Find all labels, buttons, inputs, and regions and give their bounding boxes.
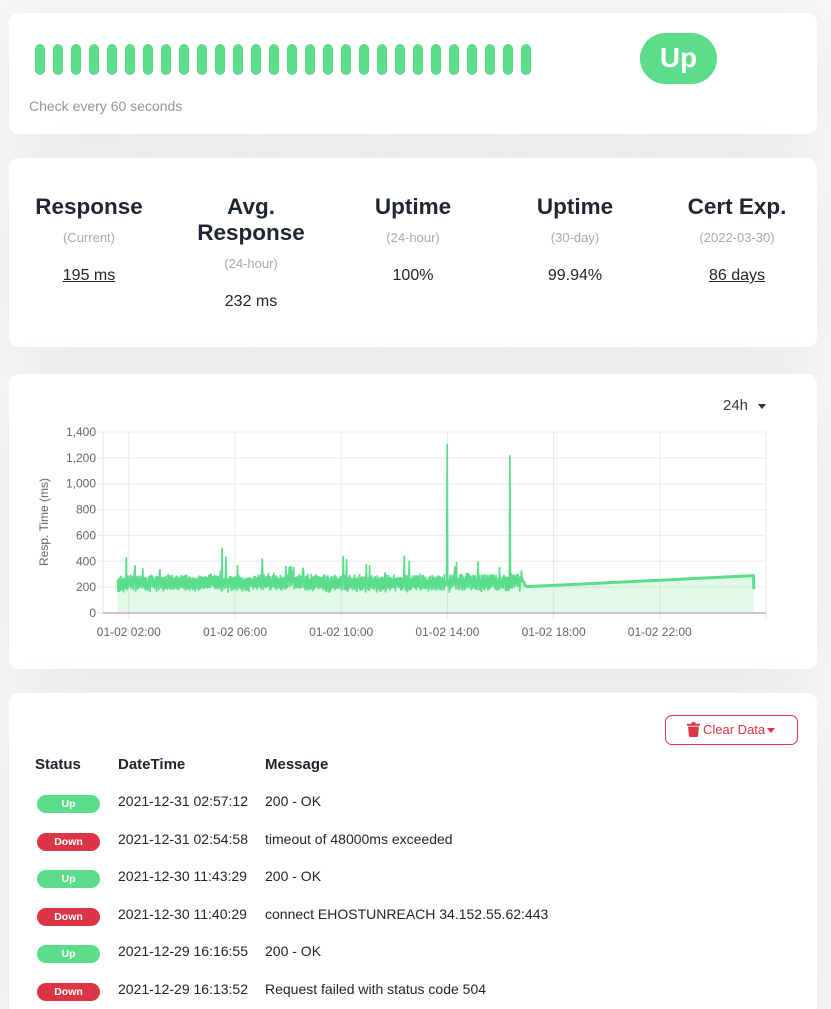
svg-text:1,000: 1,000 [66,477,96,491]
svg-text:01-02 14:00: 01-02 14:00 [415,625,479,639]
svg-text:01-02 18:00: 01-02 18:00 [522,625,586,639]
svg-text:01-02 06:00: 01-02 06:00 [203,625,267,639]
svg-text:200: 200 [76,580,96,594]
svg-text:01-02 22:00: 01-02 22:00 [628,625,692,639]
svg-text:600: 600 [76,528,96,542]
svg-text:0: 0 [89,606,96,620]
svg-text:800: 800 [76,503,96,517]
svg-text:01-02 10:00: 01-02 10:00 [309,625,373,639]
svg-text:01-02 02:00: 01-02 02:00 [97,625,161,639]
svg-text:1,400: 1,400 [66,425,96,439]
svg-text:400: 400 [76,554,96,568]
svg-text:Resp. Time (ms): Resp. Time (ms) [37,478,51,566]
svg-text:1,200: 1,200 [66,451,96,465]
